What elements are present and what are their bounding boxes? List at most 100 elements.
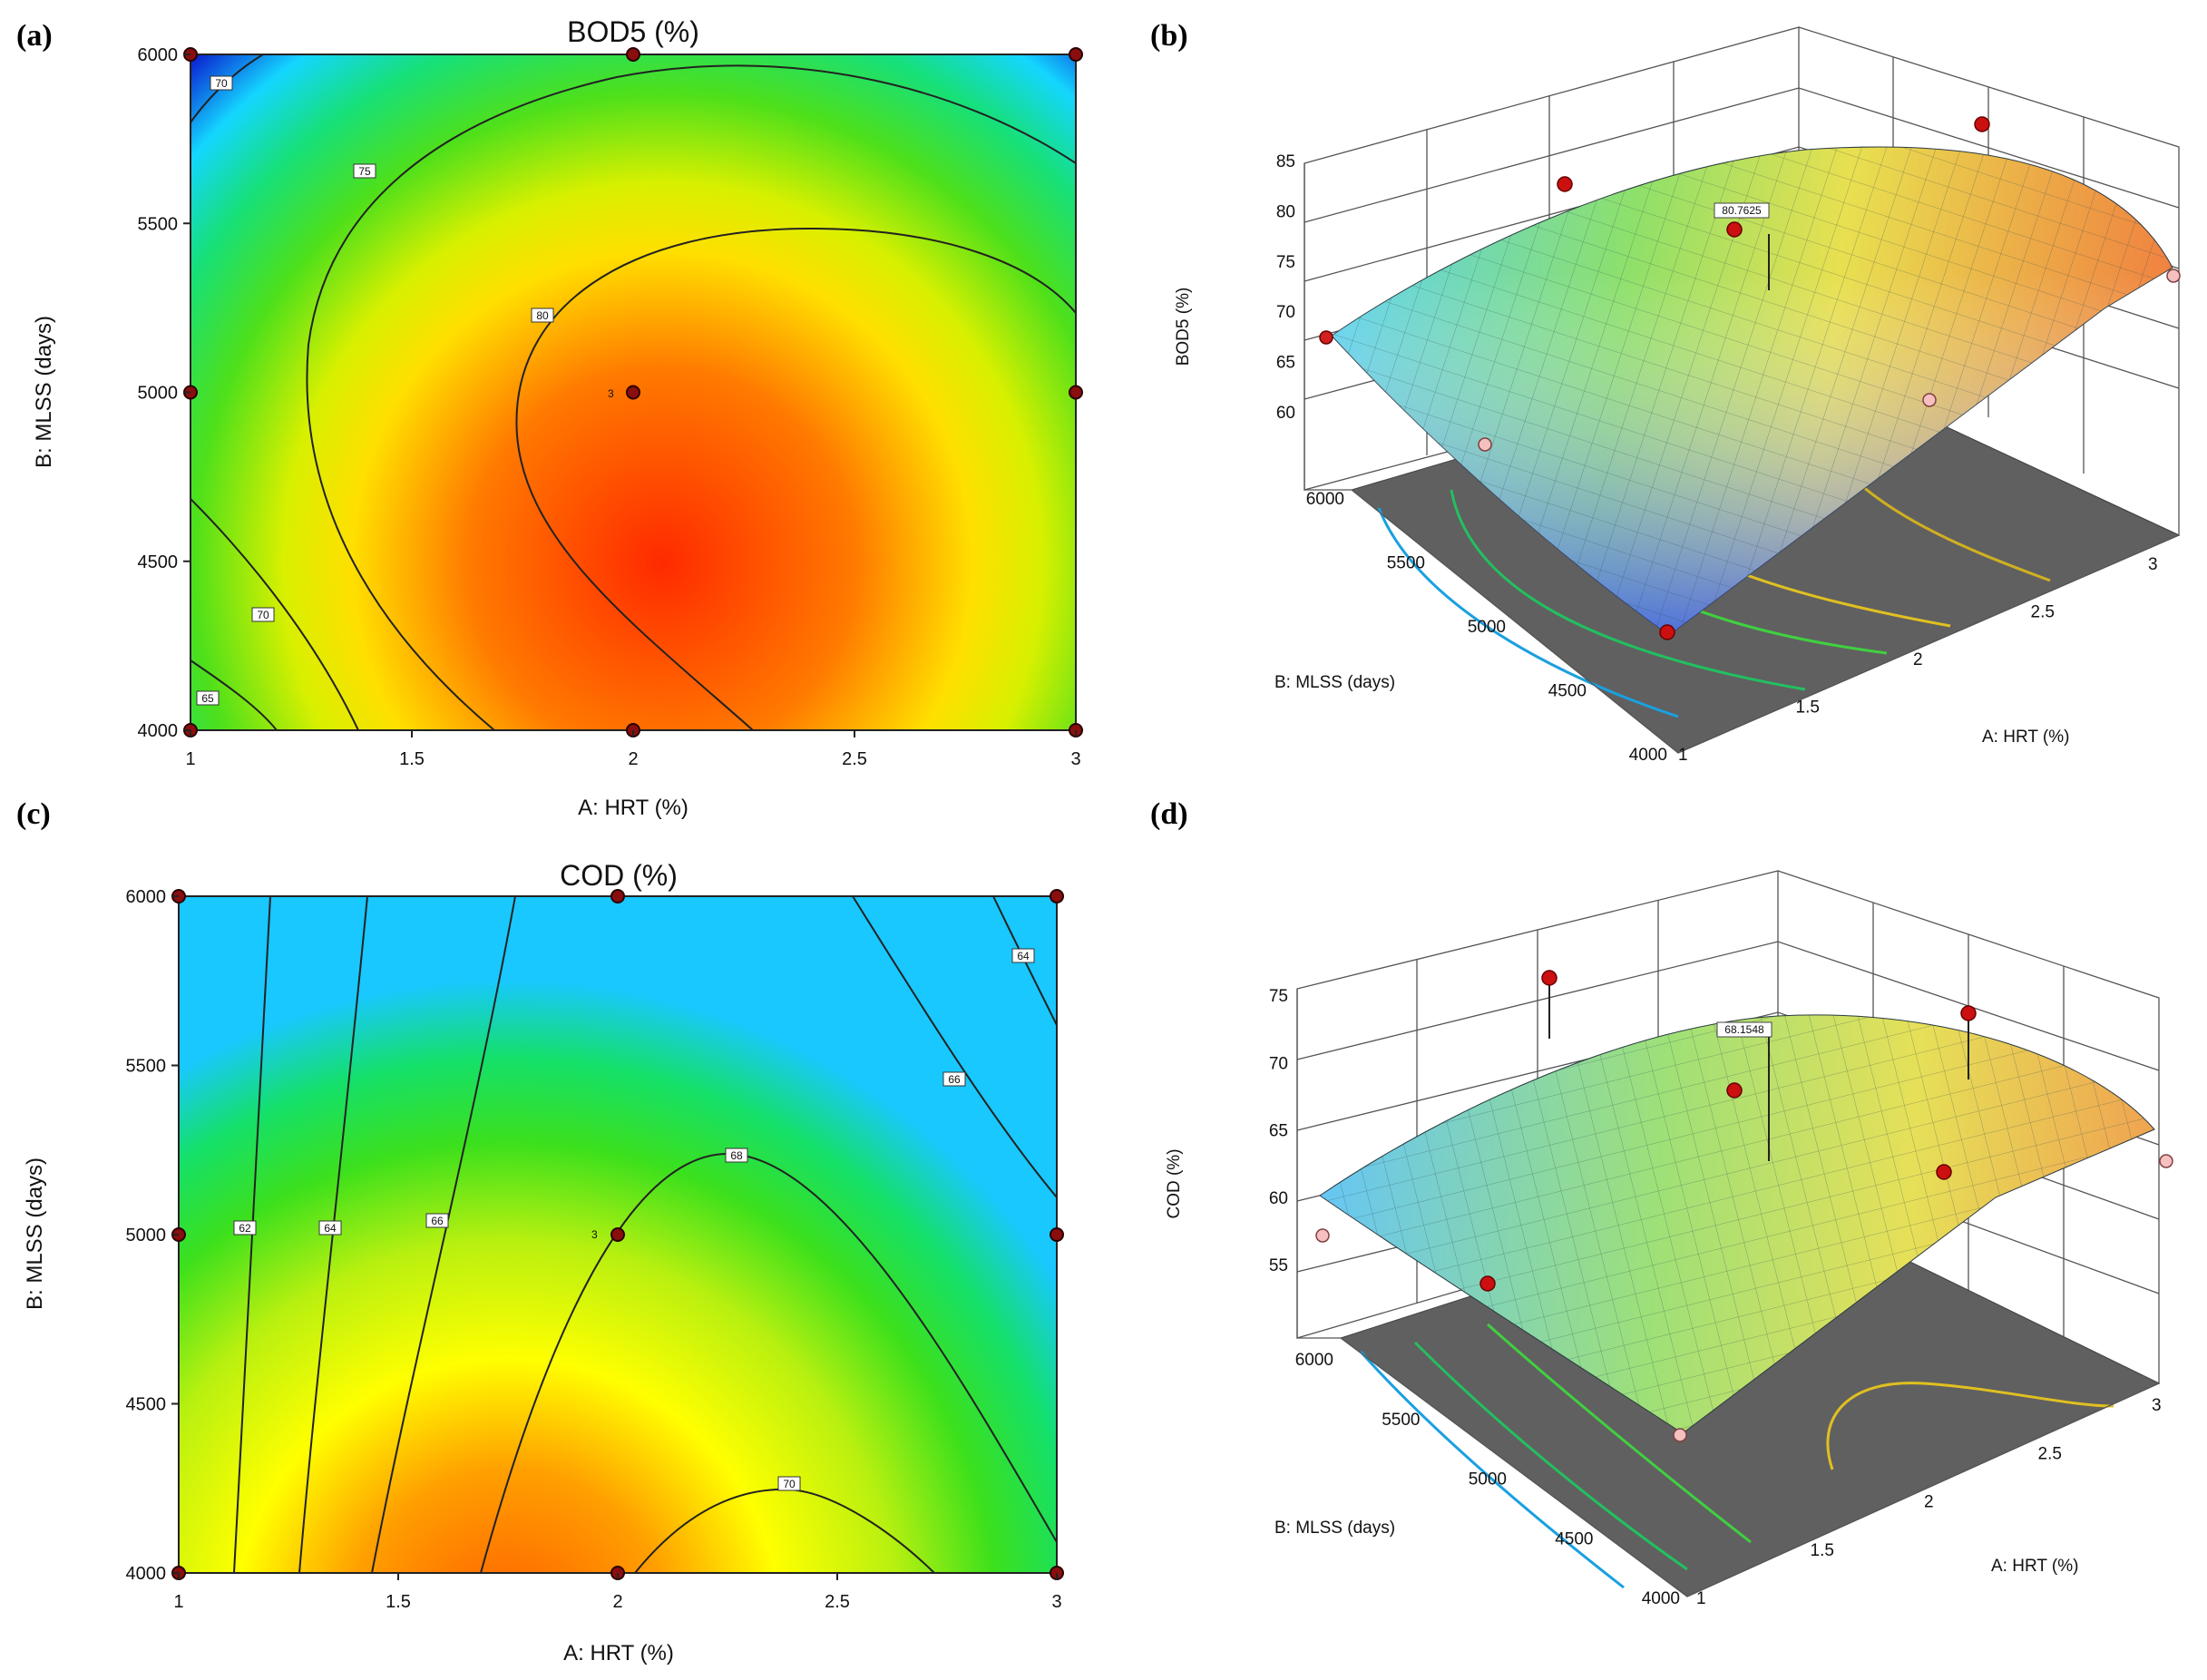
y-tick-label: 4000	[1642, 1589, 1680, 1608]
panel-b: (b)	[1150, 19, 2181, 765]
y-tick-label: 4500	[126, 1395, 167, 1415]
z-tick-label: 65	[1276, 354, 1295, 373]
contour-label-64-right: 64	[1011, 948, 1035, 963]
x-ticks-a: 1 1.5 2 2.5 3	[185, 730, 1081, 769]
svg-text:68: 68	[730, 1149, 743, 1162]
z-tick-label: 65	[1269, 1122, 1288, 1141]
x-tick-label: 1.5	[386, 1592, 411, 1612]
data-points-d	[1315, 970, 2173, 1442]
contour-label-70-top: 70	[210, 75, 233, 91]
x-tick-label: 3	[2152, 1396, 2162, 1415]
svg-text:66: 66	[948, 1073, 961, 1086]
design-point	[1050, 1227, 1064, 1242]
y-tick-label: 6000	[1295, 1351, 1333, 1370]
y-tick-label: 4000	[138, 721, 179, 741]
contour-label-64: 64	[318, 1220, 342, 1236]
x-axis-title-b: A: HRT (%)	[1982, 728, 2069, 747]
svg-text:80: 80	[536, 309, 549, 322]
panel-label-c: (c)	[16, 797, 51, 831]
z-ticks-b: 60 65 70 75 80 85	[1276, 152, 1295, 423]
contour-label-68: 68	[725, 1148, 748, 1163]
y-axis-title-a: B: MLSS (days)	[32, 316, 56, 468]
z-tick-label: 85	[1276, 152, 1295, 171]
z-tick-label: 60	[1276, 404, 1295, 423]
contour-label-62: 62	[233, 1220, 257, 1236]
contour-label-66-right: 66	[942, 1071, 966, 1087]
y-tick-label: 5000	[138, 384, 179, 404]
y-tick-label: 5500	[1387, 554, 1425, 573]
svg-text:75: 75	[358, 165, 371, 178]
x-tick-label: 3	[2148, 555, 2158, 574]
y-tick-label: 6000	[138, 45, 179, 65]
y-tick-label: 4500	[1555, 1529, 1593, 1548]
contour-line-80	[515, 227, 1076, 730]
z-tick-label: 70	[1276, 303, 1295, 322]
z-tick-label: 60	[1269, 1189, 1288, 1208]
svg-text:64: 64	[324, 1222, 337, 1235]
front-frame-b	[1304, 163, 2180, 754]
y-tick-label: 4500	[138, 552, 179, 572]
x-tick-label: 1.5	[1811, 1541, 1834, 1560]
y-tick-label: 4000	[1629, 746, 1667, 765]
front-frame-d	[1296, 989, 2160, 1597]
x-axis-title-a: A: HRT (%)	[578, 796, 688, 820]
z-tick-label: 70	[1269, 1054, 1288, 1073]
contour-line-64	[298, 896, 368, 1573]
svg-text:68.1548: 68.1548	[1724, 1023, 1764, 1036]
x-tick-label: 2	[1924, 1493, 1934, 1512]
x-tick-label: 2	[628, 749, 638, 769]
chart-title-c: COD (%)	[560, 859, 678, 892]
x-tick-label: 1	[1678, 746, 1688, 765]
x-tick-label: 2	[612, 1592, 622, 1612]
contour-line-66-right	[852, 896, 1057, 1198]
y-tick-label: 5000	[1468, 618, 1506, 637]
x-tick-label: 3	[1070, 749, 1080, 769]
y-ticks-b: 4000 4500 5000 5500 6000	[1306, 490, 1667, 765]
contour-line-70-bottom	[190, 498, 359, 730]
contour-line-64-right	[992, 896, 1057, 1026]
surface-mesh-d	[1320, 1014, 2154, 1433]
z-axis-title-b: BOD5 (%)	[1174, 288, 1193, 366]
y-ticks-a: 4000 4500 5000 5500 6000	[138, 45, 190, 741]
center-replicates-label-a: 3	[608, 387, 614, 400]
y-tick-label: 6000	[126, 887, 167, 907]
x-tick-label: 3	[1051, 1592, 1061, 1612]
x-ticks-d: 1 1.5 2 2.5 3	[1696, 1396, 2162, 1608]
design-point	[610, 1227, 625, 1242]
z-tick-label: 75	[1276, 253, 1295, 272]
y-axis-title-c: B: MLSS (days)	[23, 1157, 47, 1310]
design-points-a	[183, 47, 1083, 737]
x-axis-title-d: A: HRT (%)	[1991, 1557, 2078, 1576]
y-axis-title-d: B: MLSS (days)	[1274, 1519, 1395, 1538]
contour-labels-c: 62 64 66 68 70 66 64	[233, 948, 1035, 1491]
z-ticks-d: 55 60 65 70 75	[1269, 987, 1288, 1275]
y-ticks-c: 4000 4500 5000 5500 6000	[126, 887, 179, 1584]
x-tick-label: 1	[1696, 1589, 1706, 1608]
design-point	[626, 385, 640, 400]
svg-text:70: 70	[783, 1478, 796, 1490]
contour-label-70: 70	[777, 1476, 801, 1491]
contour-label-66: 66	[425, 1213, 449, 1228]
x-tick-label: 2.5	[842, 749, 867, 769]
svg-text:70: 70	[257, 609, 269, 621]
z-tick-label: 75	[1269, 987, 1288, 1006]
z-tick-label: 80	[1276, 202, 1295, 221]
contour-line-75	[306, 64, 1076, 730]
design-point	[610, 889, 625, 903]
x-tick-label: 2	[1913, 650, 1923, 669]
y-tick-label: 5500	[1382, 1411, 1420, 1430]
contour-label-65: 65	[196, 690, 220, 706]
contour-line-66	[371, 896, 516, 1573]
y-tick-label: 5000	[1469, 1470, 1507, 1490]
panel-d: (d)	[1150, 797, 2173, 1608]
y-ticks-d: 4000 4500 5000 5500 6000	[1295, 1351, 1680, 1608]
contour-line-65	[190, 659, 278, 730]
svg-text:64: 64	[1017, 950, 1030, 962]
x-ticks-b: 1 1.5 2 2.5 3	[1678, 555, 2158, 765]
x-ticks-c: 1 1.5 2 2.5 3	[173, 1573, 1062, 1612]
design-point	[1069, 385, 1083, 400]
svg-text:80.7625: 80.7625	[1722, 204, 1762, 217]
center-replicates-label-c: 3	[591, 1228, 598, 1241]
y-tick-label: 4000	[126, 1564, 167, 1584]
z-axis-title-d: COD (%)	[1165, 1148, 1184, 1218]
